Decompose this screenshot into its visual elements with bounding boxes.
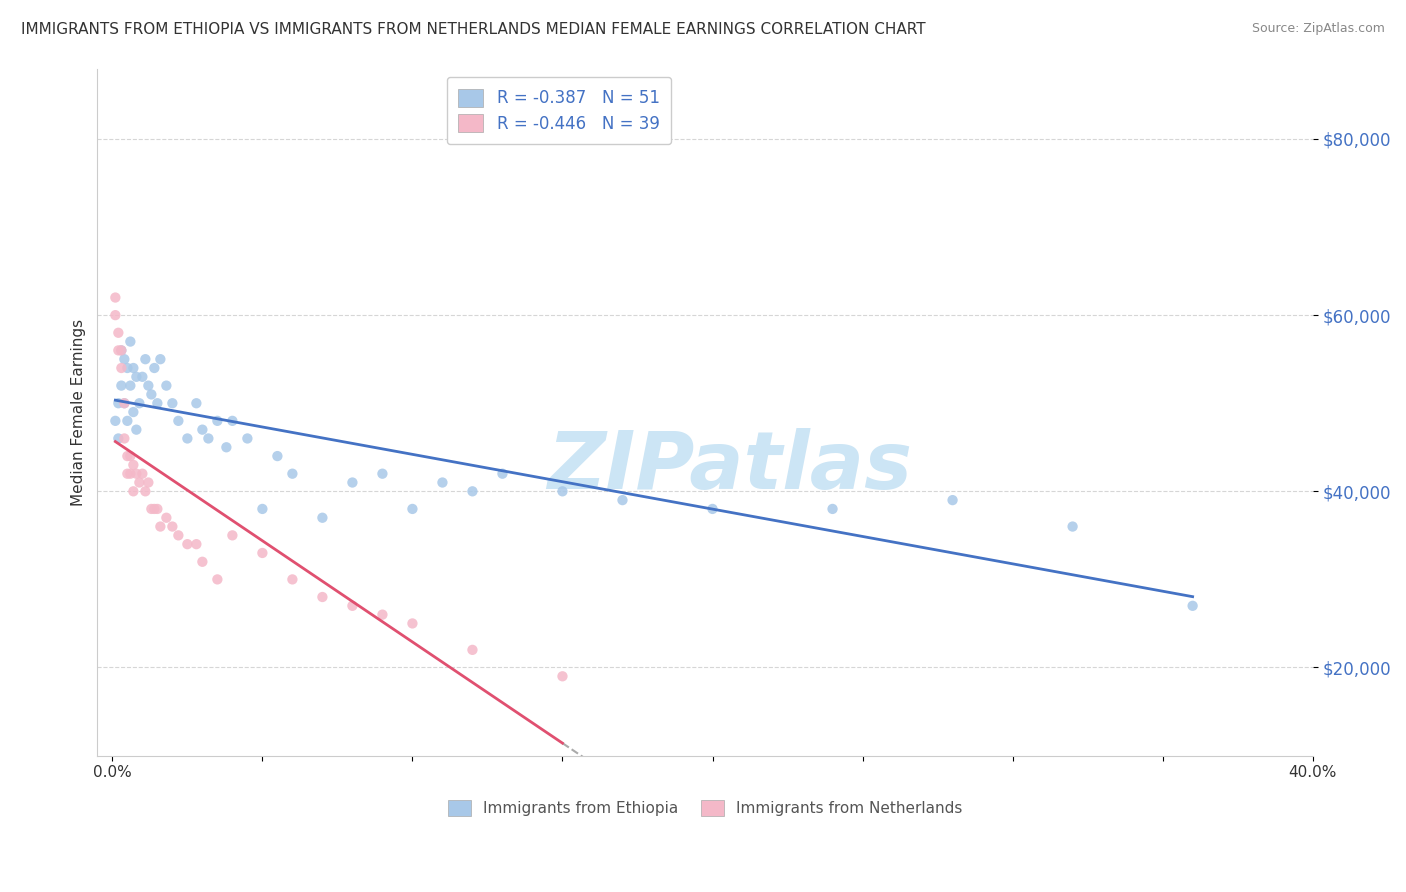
Point	[149, 519, 172, 533]
Point	[191, 423, 214, 437]
Point	[107, 396, 129, 410]
Point	[138, 475, 160, 490]
Point	[371, 467, 394, 481]
Point	[107, 326, 129, 340]
Point	[432, 475, 454, 490]
Point	[112, 352, 135, 367]
Text: ZIPatlas: ZIPatlas	[547, 428, 912, 506]
Point	[141, 387, 163, 401]
Point	[311, 590, 333, 604]
Point	[122, 458, 145, 472]
Point	[371, 607, 394, 622]
Point	[252, 502, 274, 516]
Legend: Immigrants from Ethiopia, Immigrants from Netherlands: Immigrants from Ethiopia, Immigrants fro…	[440, 792, 970, 823]
Point	[112, 396, 135, 410]
Point	[162, 396, 184, 410]
Point	[401, 616, 423, 631]
Point	[107, 343, 129, 358]
Point	[125, 369, 148, 384]
Point	[122, 405, 145, 419]
Point	[176, 432, 198, 446]
Point	[122, 484, 145, 499]
Point	[122, 361, 145, 376]
Point	[461, 484, 484, 499]
Point	[155, 378, 177, 392]
Point	[491, 467, 513, 481]
Point	[120, 378, 142, 392]
Point	[128, 475, 150, 490]
Text: Source: ZipAtlas.com: Source: ZipAtlas.com	[1251, 22, 1385, 36]
Point	[186, 396, 208, 410]
Point	[110, 343, 132, 358]
Point	[149, 352, 172, 367]
Point	[281, 467, 304, 481]
Point	[125, 467, 148, 481]
Point	[120, 467, 142, 481]
Point	[134, 352, 156, 367]
Point	[281, 573, 304, 587]
Point	[186, 537, 208, 551]
Point	[112, 396, 135, 410]
Point	[221, 528, 243, 542]
Point	[342, 475, 364, 490]
Point	[110, 343, 132, 358]
Point	[311, 510, 333, 524]
Point	[162, 519, 184, 533]
Point	[143, 502, 166, 516]
Point	[941, 493, 963, 508]
Y-axis label: Median Female Earnings: Median Female Earnings	[72, 318, 86, 506]
Point	[401, 502, 423, 516]
Point	[207, 573, 229, 587]
Point	[266, 449, 288, 463]
Point	[215, 440, 238, 454]
Point	[104, 291, 127, 305]
Point	[821, 502, 844, 516]
Point	[342, 599, 364, 613]
Point	[107, 432, 129, 446]
Point	[236, 432, 259, 446]
Point	[461, 643, 484, 657]
Point	[125, 423, 148, 437]
Point	[131, 369, 153, 384]
Point	[702, 502, 724, 516]
Point	[252, 546, 274, 560]
Point	[146, 502, 169, 516]
Point	[167, 414, 190, 428]
Point	[191, 555, 214, 569]
Point	[167, 528, 190, 542]
Point	[120, 334, 142, 349]
Point	[207, 414, 229, 428]
Point	[143, 361, 166, 376]
Point	[551, 484, 574, 499]
Point	[128, 396, 150, 410]
Point	[551, 669, 574, 683]
Point	[110, 378, 132, 392]
Point	[146, 396, 169, 410]
Point	[138, 378, 160, 392]
Point	[104, 414, 127, 428]
Point	[117, 414, 139, 428]
Point	[155, 510, 177, 524]
Point	[1062, 519, 1084, 533]
Text: IMMIGRANTS FROM ETHIOPIA VS IMMIGRANTS FROM NETHERLANDS MEDIAN FEMALE EARNINGS C: IMMIGRANTS FROM ETHIOPIA VS IMMIGRANTS F…	[21, 22, 925, 37]
Point	[117, 449, 139, 463]
Point	[1181, 599, 1204, 613]
Point	[197, 432, 219, 446]
Point	[112, 432, 135, 446]
Point	[176, 537, 198, 551]
Point	[120, 449, 142, 463]
Point	[131, 467, 153, 481]
Point	[104, 308, 127, 322]
Point	[221, 414, 243, 428]
Point	[110, 361, 132, 376]
Point	[612, 493, 634, 508]
Point	[134, 484, 156, 499]
Point	[141, 502, 163, 516]
Point	[117, 361, 139, 376]
Point	[117, 467, 139, 481]
